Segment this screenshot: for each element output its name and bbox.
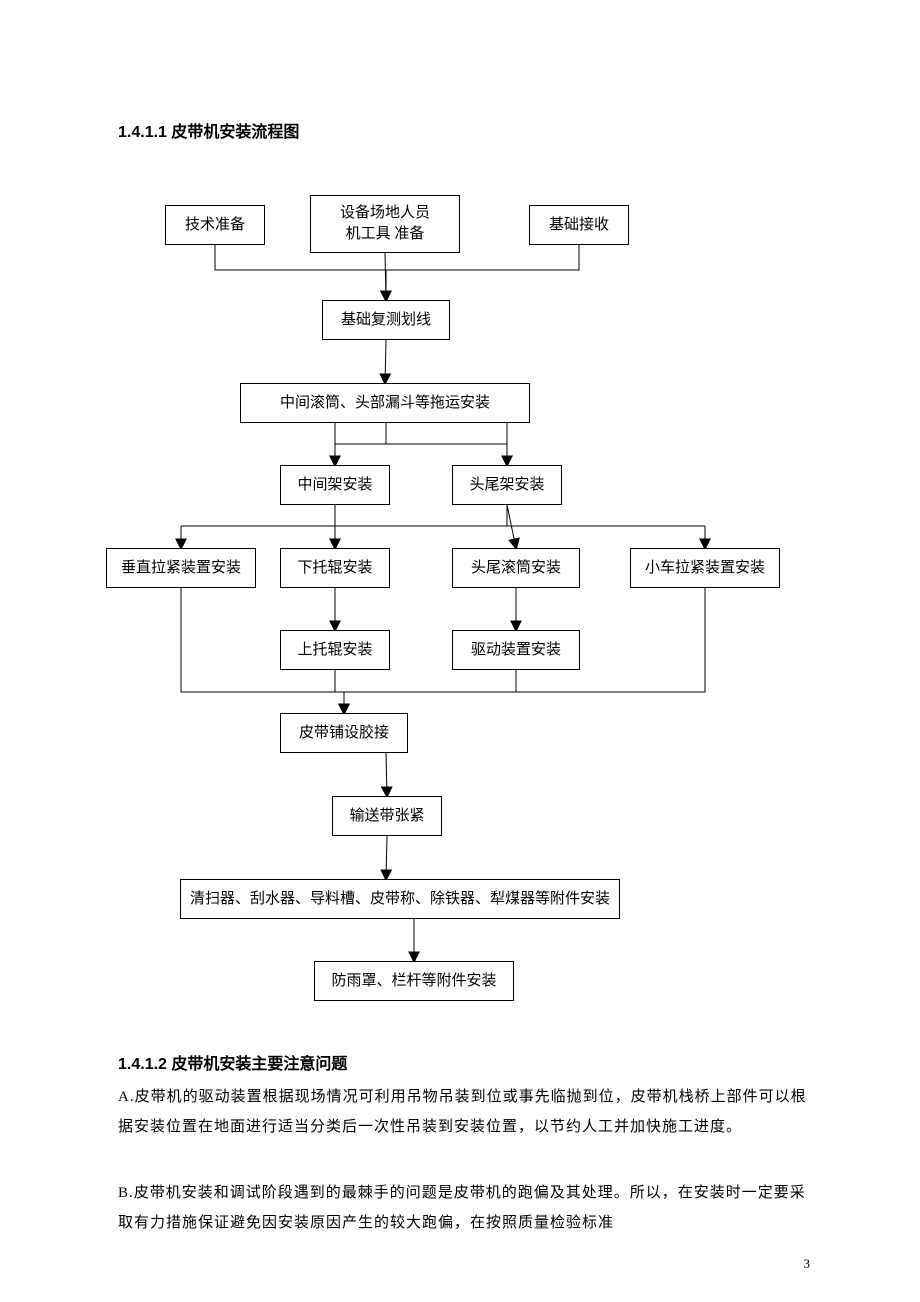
page-number: 3 (804, 1256, 811, 1272)
flow-node-n5: 中间滚筒、头部漏斗等拖运安装 (240, 383, 530, 423)
flow-node-n10: 头尾滚筒安装 (452, 548, 580, 588)
flow-node-n11: 小车拉紧装置安装 (630, 548, 780, 588)
flow-node-n1: 技术准备 (165, 205, 265, 245)
flow-edge (386, 836, 387, 879)
page: 1.4.1.1 皮带机安装流程图 技术准备设备场地人员机工具 准备基础接收基础复… (0, 0, 920, 1302)
flow-node-n9: 下托辊安装 (280, 548, 390, 588)
flow-node-n8: 垂直拉紧装置安装 (106, 548, 256, 588)
flow-node-n2: 设备场地人员机工具 准备 (310, 195, 460, 253)
heading-number: 1.4.1.2 (118, 1056, 167, 1073)
flow-node-n13: 驱动装置安装 (452, 630, 580, 670)
flow-edge (386, 753, 387, 796)
flow-node-n4: 基础复测划线 (322, 300, 450, 340)
flow-edge (344, 670, 516, 713)
flow-node-n15: 输送带张紧 (332, 796, 442, 836)
paragraph-a: A.皮带机的驱动装置根据现场情况可利用吊物吊装到位或事先临抛到位，皮带机栈桥上部… (118, 1082, 808, 1142)
flow-node-n6: 中间架安装 (280, 465, 390, 505)
flow-node-n7: 头尾架安装 (452, 465, 562, 505)
flow-node-n17: 防雨罩、栏杆等附件安装 (314, 961, 514, 1001)
heading-notes: 1.4.1.2 皮带机安装主要注意问题 (118, 1050, 347, 1074)
flowchart-arrows (0, 0, 920, 1010)
paragraph-b: B.皮带机安装和调试阶段遇到的最棘手的问题是皮带机的跑偏及其处理。所以，在安装时… (118, 1178, 808, 1238)
flow-node-n16: 清扫器、刮水器、导料槽、皮带称、除铁器、犁煤器等附件安装 (180, 879, 620, 919)
flow-node-n12: 上托辊安装 (280, 630, 390, 670)
flow-node-n14: 皮带铺设胶接 (280, 713, 408, 753)
heading-text: 皮带机安装主要注意问题 (171, 1056, 347, 1073)
flow-node-n3: 基础接收 (529, 205, 629, 245)
flow-edge (215, 245, 386, 300)
flowchart: 技术准备 设备场地人员机工具 准备 基础接收基础复测划线中间滚筒、头部漏斗等拖运安装… (0, 0, 920, 1010)
flow-edge (386, 245, 579, 300)
flow-edge (385, 340, 386, 383)
flow-edge (335, 670, 344, 713)
